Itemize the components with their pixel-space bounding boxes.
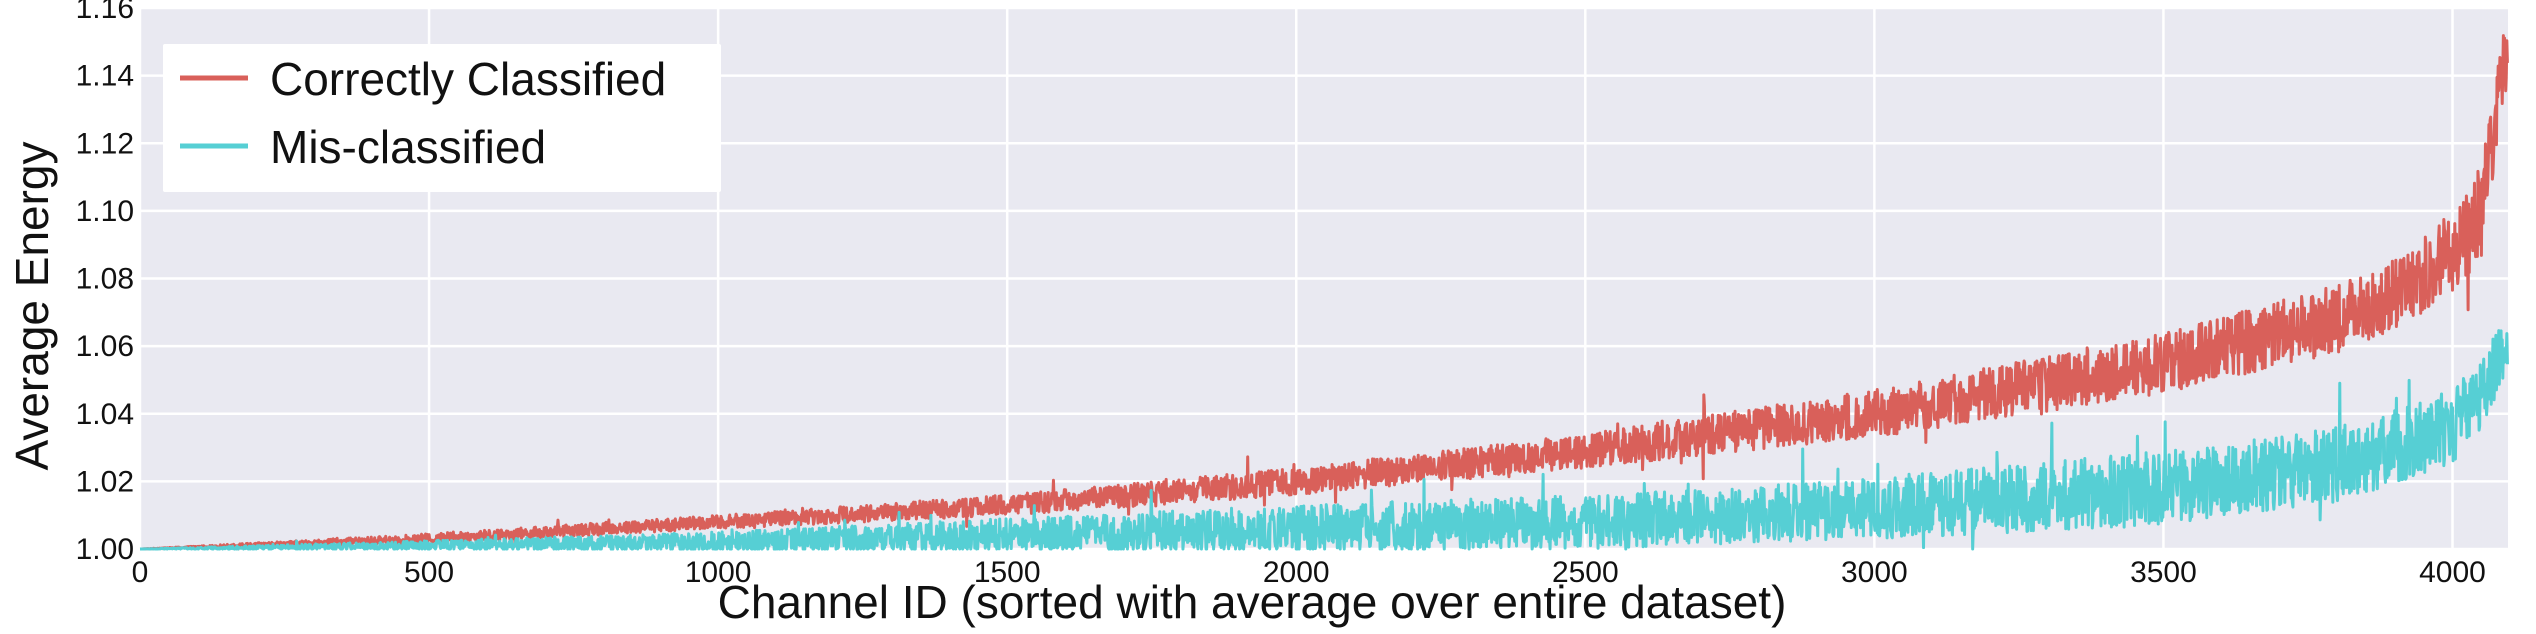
y-tick-label: 1.10 [76, 195, 134, 228]
y-axis-label: Average Energy [6, 141, 58, 470]
x-axis-label: Channel ID (sorted with average over ent… [718, 576, 1787, 628]
x-tick-labels: 0 500 1000 1500 2000 2500 3000 3500 4000 [132, 556, 2486, 589]
y-tick-label: 1.00 [76, 533, 134, 566]
y-tick-label: 1.08 [76, 263, 134, 296]
x-tick-label: 3000 [1841, 556, 1908, 589]
y-tick-label: 1.02 [76, 465, 134, 498]
y-tick-label: 1.04 [76, 398, 134, 431]
legend-label-correctly-classified: Correctly Classified [270, 53, 666, 105]
x-tick-label: 4000 [2419, 556, 2486, 589]
series-layer [139, 34, 2509, 551]
legend-box [163, 44, 721, 192]
legend-label-mis-classified: Mis-classified [270, 121, 546, 173]
y-tick-label: 1.16 [76, 0, 134, 25]
series-line-correctly-classified [139, 34, 2509, 551]
legend: Correctly Classified Mis-classified [163, 44, 721, 192]
y-tick-label: 1.12 [76, 127, 134, 160]
x-tick-label: 2000 [1263, 556, 1330, 589]
x-tick-label: 2500 [1552, 556, 1619, 589]
y-tick-label: 1.06 [76, 330, 134, 363]
series-line-mis-classified [139, 329, 2509, 551]
x-tick-label: 3500 [2130, 556, 2197, 589]
x-tick-label: 500 [404, 556, 454, 589]
y-tick-label: 1.14 [76, 60, 134, 93]
y-tick-labels: 1.00 1.02 1.04 1.06 1.08 1.10 1.12 1.14 1.16 [76, 0, 134, 566]
x-tick-label: 1500 [974, 556, 1041, 589]
x-tick-label: 1000 [685, 556, 752, 589]
x-tick-label: 0 [132, 556, 149, 589]
